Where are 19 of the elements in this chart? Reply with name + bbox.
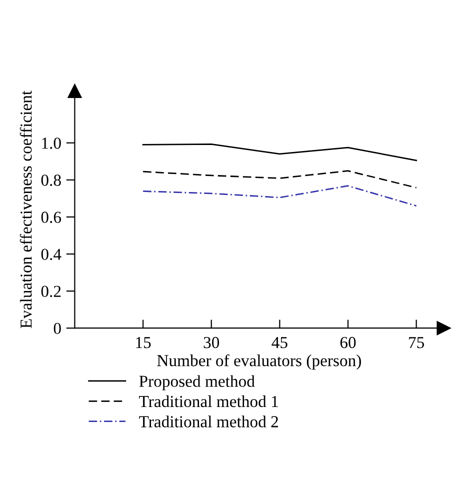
y-tick-label: 1.0 <box>42 138 61 149</box>
y-tick-label: 0 <box>54 322 61 334</box>
line-series <box>142 185 418 207</box>
y-tick-label: 0.4 <box>41 248 62 260</box>
legend-label: Proposed method <box>139 375 255 390</box>
legend-label: Traditional method 1 <box>139 395 278 408</box>
y-axis-title: Evaluation effectiveness coefficient <box>20 90 32 328</box>
x-tick-label: 75 <box>409 337 424 348</box>
line-series <box>142 143 418 162</box>
legend-label: Traditional method 2 <box>139 416 278 428</box>
x-tick-label: 45 <box>272 337 288 348</box>
x-axis-title: Number of evaluators (person) <box>157 354 361 370</box>
y-tick-label: 0.8 <box>41 174 61 186</box>
line-series <box>142 170 418 188</box>
x-tick-label: 60 <box>340 336 356 348</box>
y-tick-label: 0.6 <box>41 212 62 223</box>
x-tick-label: 15 <box>136 337 151 348</box>
y-tick-label: 0.2 <box>41 286 61 298</box>
x-tick-label: 30 <box>204 336 220 348</box>
